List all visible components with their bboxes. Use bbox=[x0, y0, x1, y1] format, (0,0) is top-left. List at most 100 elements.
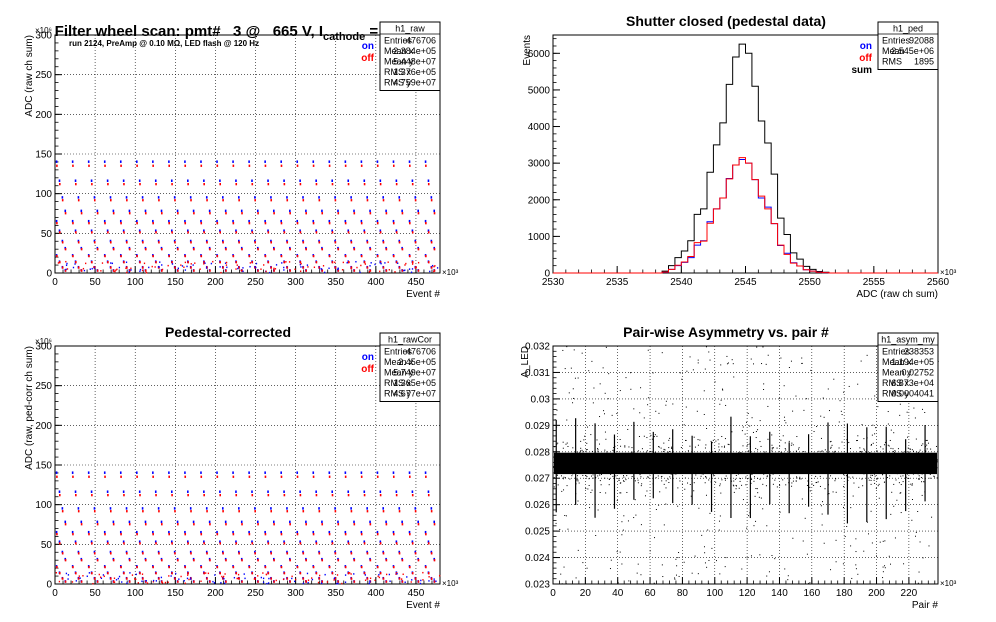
point-off bbox=[203, 182, 205, 186]
point-noise bbox=[236, 577, 238, 580]
point-on bbox=[160, 209, 163, 213]
point-off bbox=[88, 565, 90, 569]
asymmetry-point bbox=[816, 460, 818, 462]
asymmetry-outlier bbox=[863, 438, 865, 440]
point-on bbox=[61, 507, 64, 510]
asymmetry-outlier bbox=[884, 441, 886, 443]
asymmetry-outlier bbox=[677, 557, 679, 559]
asymmetry-outlier bbox=[828, 410, 830, 412]
point-off bbox=[232, 222, 235, 225]
point-noise bbox=[99, 576, 102, 578]
asymmetry-point bbox=[713, 475, 715, 477]
point-noise bbox=[242, 270, 244, 273]
x-tick-label: 60 bbox=[644, 588, 656, 599]
stats-value: 238353 bbox=[904, 347, 934, 357]
asymmetry-point bbox=[744, 463, 746, 465]
asymmetry-point bbox=[556, 464, 558, 466]
point-noise bbox=[411, 579, 413, 581]
asymmetry-point bbox=[780, 439, 782, 441]
point-off bbox=[200, 533, 203, 536]
point-noise bbox=[311, 578, 314, 581]
point-on bbox=[64, 520, 67, 524]
point-on bbox=[283, 540, 285, 543]
point-on bbox=[192, 209, 195, 213]
asymmetry-point bbox=[588, 457, 590, 459]
asymmetry-point bbox=[800, 478, 802, 480]
point-on bbox=[328, 471, 331, 474]
point-off bbox=[112, 212, 115, 215]
asymmetry-point bbox=[675, 473, 677, 475]
x-tick-label: 2545 bbox=[734, 277, 757, 288]
asymmetry-point bbox=[624, 446, 626, 448]
point-off bbox=[128, 248, 131, 251]
asymmetry-point bbox=[902, 451, 904, 453]
point-on bbox=[392, 160, 395, 163]
point-on bbox=[427, 179, 430, 182]
asymmetry-outlier bbox=[780, 357, 782, 359]
point-noise bbox=[115, 269, 117, 271]
asymmetry-outlier bbox=[720, 399, 722, 401]
point-noise bbox=[130, 267, 132, 270]
asymmetry-outlier bbox=[679, 372, 681, 374]
point-on bbox=[299, 229, 301, 232]
x-axis-title: Pair # bbox=[912, 600, 939, 611]
point-off bbox=[128, 212, 131, 215]
asymmetry-point bbox=[741, 484, 743, 486]
point-on bbox=[382, 196, 385, 199]
point-noise bbox=[410, 581, 412, 583]
asymmetry-outlier bbox=[900, 512, 902, 514]
asymmetry-outlier bbox=[857, 383, 859, 385]
point-off bbox=[328, 222, 331, 225]
asymmetry-point bbox=[852, 455, 854, 457]
asymmetry-outlier bbox=[629, 462, 631, 464]
point-on bbox=[58, 179, 61, 182]
asymmetry-point bbox=[624, 445, 626, 447]
asymmetry-point bbox=[554, 457, 556, 459]
point-off bbox=[93, 577, 96, 580]
point-noise bbox=[429, 270, 431, 273]
point-off bbox=[171, 572, 173, 575]
asymmetry-outlier bbox=[822, 397, 824, 399]
asymmetry-outlier bbox=[909, 448, 911, 450]
asymmetry-outlier bbox=[677, 487, 679, 489]
x-tick-label: 40 bbox=[612, 588, 624, 599]
point-noise bbox=[226, 266, 228, 269]
asymmetry-outlier bbox=[762, 346, 764, 348]
x-tick-label: 350 bbox=[327, 588, 344, 599]
point-noise bbox=[161, 264, 163, 266]
asymmetry-point bbox=[795, 460, 797, 462]
asymmetry-point bbox=[859, 447, 861, 449]
asymmetry-point bbox=[793, 469, 795, 471]
y-tick-label: 3000 bbox=[528, 159, 551, 170]
point-noise bbox=[262, 577, 265, 580]
asymmetry-point bbox=[909, 464, 911, 466]
asymmetry-point bbox=[909, 459, 911, 461]
asymmetry-outlier bbox=[899, 492, 901, 494]
point-off bbox=[56, 475, 58, 478]
point-noise bbox=[125, 267, 127, 270]
asymmetry-point bbox=[841, 441, 843, 443]
point-noise bbox=[379, 261, 381, 264]
point-noise bbox=[113, 577, 116, 579]
asymmetry-point bbox=[811, 456, 813, 458]
point-off bbox=[254, 241, 256, 244]
point-off bbox=[430, 241, 433, 244]
point-noise bbox=[378, 573, 380, 576]
point-off bbox=[360, 475, 363, 478]
point-off bbox=[144, 269, 147, 272]
point-on bbox=[208, 209, 211, 213]
asymmetry-outlier bbox=[816, 426, 818, 428]
point-on bbox=[286, 196, 288, 199]
asymmetry-outlier bbox=[586, 567, 588, 569]
asymmetry-point bbox=[912, 473, 914, 475]
asymmetry-outlier bbox=[698, 507, 700, 509]
asymmetry-outlier bbox=[663, 448, 665, 450]
asymmetry-point bbox=[602, 471, 604, 473]
asymmetry-point bbox=[933, 475, 935, 477]
point-noise bbox=[65, 260, 67, 263]
point-on bbox=[96, 520, 99, 524]
point-noise bbox=[145, 271, 148, 274]
point-off bbox=[80, 523, 83, 526]
point-noise bbox=[237, 573, 240, 576]
asymmetry-point bbox=[755, 466, 757, 468]
